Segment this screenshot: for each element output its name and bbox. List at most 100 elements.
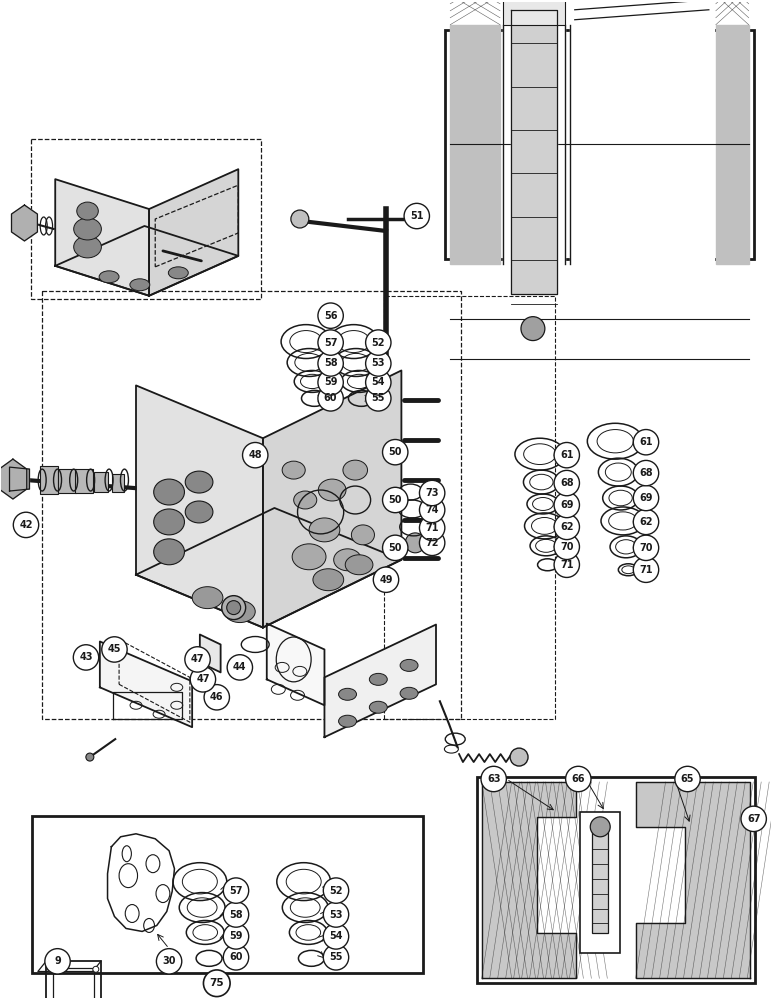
Ellipse shape	[293, 491, 317, 509]
Text: 63: 63	[487, 774, 500, 784]
Ellipse shape	[339, 688, 357, 700]
Text: 47: 47	[196, 674, 210, 684]
Circle shape	[190, 667, 215, 692]
Polygon shape	[136, 385, 263, 628]
Circle shape	[633, 535, 659, 561]
Circle shape	[48, 966, 54, 972]
Text: 54: 54	[329, 931, 343, 941]
Bar	[58, 469, 76, 493]
Text: 62: 62	[560, 522, 574, 532]
Ellipse shape	[154, 479, 185, 505]
Circle shape	[242, 442, 268, 468]
Circle shape	[419, 497, 445, 523]
Circle shape	[366, 370, 391, 395]
Circle shape	[318, 370, 344, 395]
Text: 70: 70	[639, 543, 653, 553]
Circle shape	[521, 317, 545, 341]
Bar	[40, 466, 58, 494]
Circle shape	[318, 386, 344, 411]
Text: 61: 61	[560, 450, 574, 460]
Circle shape	[323, 924, 349, 949]
Text: 50: 50	[388, 543, 402, 553]
Text: 73: 73	[425, 488, 439, 498]
Circle shape	[554, 470, 580, 496]
Text: 67: 67	[747, 814, 760, 824]
Circle shape	[383, 487, 408, 513]
Text: 50: 50	[388, 447, 402, 457]
Circle shape	[223, 902, 249, 927]
Polygon shape	[56, 179, 149, 296]
Ellipse shape	[185, 501, 213, 523]
Ellipse shape	[318, 479, 346, 501]
Ellipse shape	[400, 687, 418, 699]
Ellipse shape	[292, 544, 326, 570]
Text: 47: 47	[191, 654, 205, 664]
Ellipse shape	[400, 659, 418, 671]
Ellipse shape	[369, 673, 388, 685]
Polygon shape	[482, 782, 577, 978]
Circle shape	[554, 534, 580, 560]
Circle shape	[318, 330, 344, 355]
Ellipse shape	[154, 509, 185, 535]
Ellipse shape	[334, 549, 361, 571]
Text: 59: 59	[324, 377, 337, 387]
Bar	[76, 469, 93, 493]
Bar	[94, 472, 108, 492]
Text: 55: 55	[329, 952, 343, 962]
Polygon shape	[100, 641, 192, 727]
Circle shape	[554, 442, 580, 468]
Circle shape	[633, 430, 659, 455]
Ellipse shape	[309, 518, 340, 542]
Circle shape	[383, 535, 408, 561]
Circle shape	[481, 766, 506, 792]
Circle shape	[566, 766, 591, 792]
Text: 56: 56	[324, 311, 337, 321]
Ellipse shape	[345, 555, 373, 575]
Circle shape	[419, 515, 445, 541]
Text: 69: 69	[560, 500, 574, 510]
Text: 71: 71	[639, 565, 653, 575]
Text: 54: 54	[371, 377, 385, 387]
Text: 72: 72	[425, 538, 439, 548]
Circle shape	[405, 533, 425, 553]
Text: 57: 57	[324, 338, 337, 348]
Text: 74: 74	[425, 505, 439, 515]
Circle shape	[323, 902, 349, 927]
Circle shape	[222, 596, 245, 620]
Circle shape	[374, 567, 398, 592]
Polygon shape	[324, 625, 436, 737]
Ellipse shape	[282, 461, 305, 479]
Bar	[32, 816, 423, 973]
Text: 43: 43	[80, 652, 93, 662]
Polygon shape	[503, 25, 565, 264]
Circle shape	[366, 386, 391, 411]
Text: 71: 71	[425, 523, 439, 533]
Text: 62: 62	[639, 517, 653, 527]
Text: 52: 52	[329, 886, 343, 896]
Text: 55: 55	[371, 393, 385, 403]
Circle shape	[366, 351, 391, 376]
Ellipse shape	[99, 271, 119, 283]
Ellipse shape	[313, 569, 344, 591]
Text: 49: 49	[379, 575, 393, 585]
Ellipse shape	[343, 460, 367, 480]
Text: 60: 60	[324, 393, 337, 403]
Circle shape	[227, 655, 252, 680]
Bar	[31, 139, 262, 299]
Ellipse shape	[76, 202, 98, 220]
Ellipse shape	[192, 587, 223, 609]
Polygon shape	[136, 508, 401, 628]
Bar	[113, 474, 124, 492]
Polygon shape	[0, 459, 27, 499]
Ellipse shape	[369, 701, 388, 713]
Bar	[477, 777, 755, 983]
Polygon shape	[12, 205, 37, 241]
Circle shape	[323, 878, 349, 903]
Text: 65: 65	[681, 774, 694, 784]
Polygon shape	[450, 25, 500, 264]
Circle shape	[675, 766, 700, 792]
Circle shape	[227, 601, 241, 615]
Text: 69: 69	[639, 493, 653, 503]
Circle shape	[323, 945, 349, 970]
Circle shape	[318, 351, 344, 376]
